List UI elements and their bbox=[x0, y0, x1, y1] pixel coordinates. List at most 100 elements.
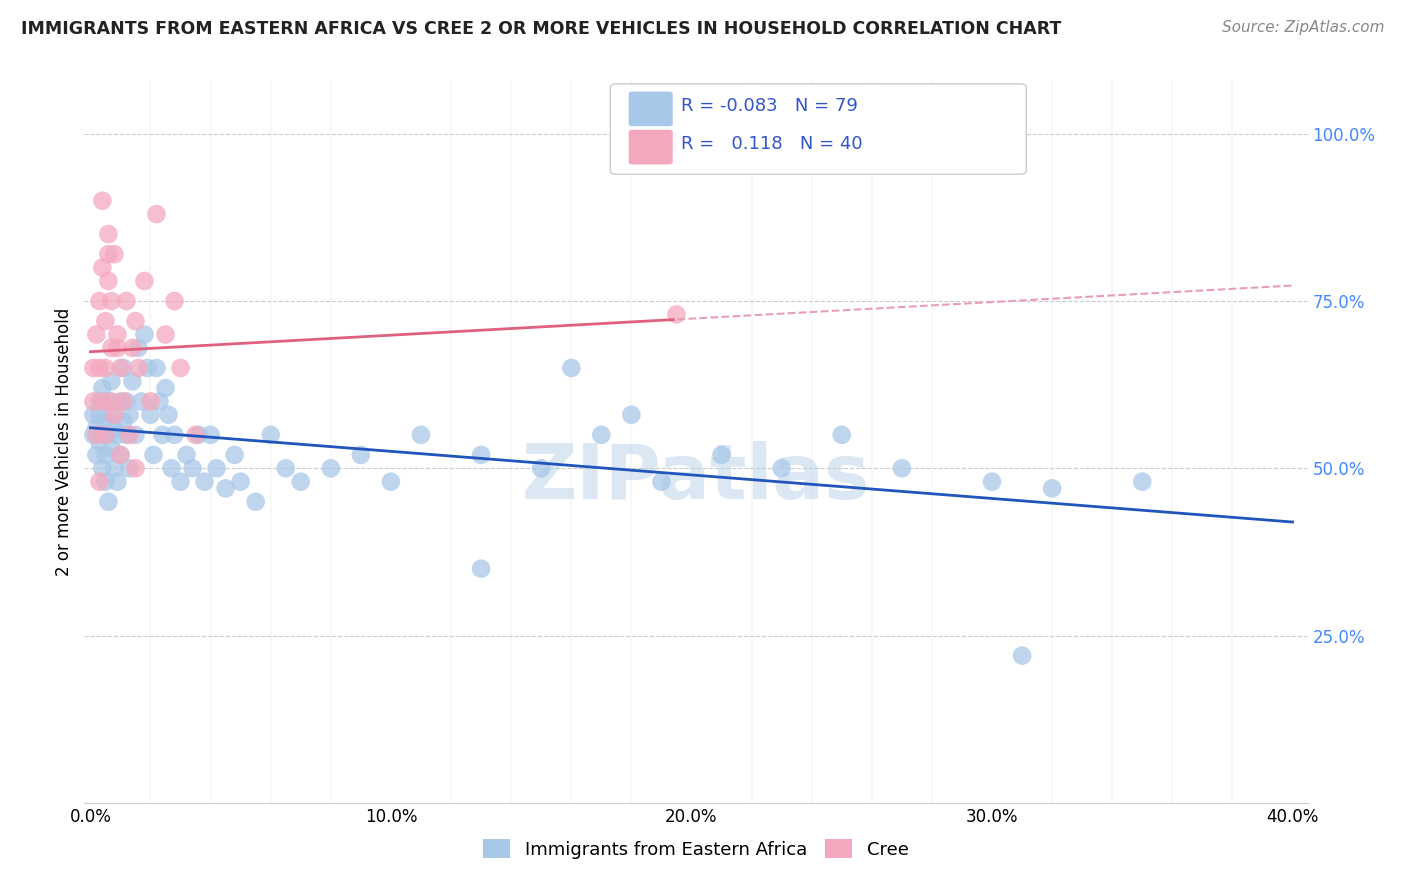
Point bbox=[650, 475, 672, 489]
Point bbox=[110, 394, 132, 409]
Point bbox=[89, 434, 111, 449]
FancyBboxPatch shape bbox=[610, 84, 1026, 174]
Point bbox=[91, 394, 114, 409]
Point bbox=[97, 494, 120, 508]
Point bbox=[89, 475, 111, 489]
Point bbox=[169, 475, 191, 489]
Point bbox=[409, 427, 432, 442]
Point bbox=[224, 448, 246, 462]
Point bbox=[142, 448, 165, 462]
Point bbox=[184, 427, 207, 442]
Point bbox=[86, 448, 108, 462]
Point bbox=[110, 361, 132, 376]
Point bbox=[380, 475, 402, 489]
Point bbox=[274, 461, 297, 475]
Point bbox=[152, 427, 174, 442]
Point bbox=[139, 408, 162, 422]
FancyBboxPatch shape bbox=[628, 92, 672, 127]
Point bbox=[91, 260, 114, 275]
Point bbox=[100, 375, 122, 389]
Legend: Immigrants from Eastern Africa, Cree: Immigrants from Eastern Africa, Cree bbox=[477, 832, 915, 866]
Point bbox=[118, 427, 141, 442]
Point bbox=[121, 341, 143, 355]
Point bbox=[89, 294, 111, 309]
Point bbox=[107, 341, 129, 355]
Point bbox=[89, 408, 111, 422]
Point bbox=[97, 274, 120, 288]
Point bbox=[107, 475, 129, 489]
Point bbox=[91, 194, 114, 208]
Point bbox=[591, 427, 613, 442]
Point bbox=[831, 427, 853, 442]
Point bbox=[134, 274, 156, 288]
Point bbox=[155, 381, 177, 395]
Point bbox=[94, 475, 117, 489]
Point bbox=[100, 341, 122, 355]
Point bbox=[124, 314, 146, 328]
Point bbox=[181, 461, 204, 475]
Point bbox=[86, 427, 108, 442]
Point bbox=[103, 461, 125, 475]
Point bbox=[107, 427, 129, 442]
Point bbox=[115, 394, 138, 409]
Point bbox=[94, 448, 117, 462]
Point bbox=[214, 482, 236, 496]
Point bbox=[91, 461, 114, 475]
Point bbox=[127, 361, 149, 376]
Point bbox=[530, 461, 553, 475]
Text: IMMIGRANTS FROM EASTERN AFRICA VS CREE 2 OR MORE VEHICLES IN HOUSEHOLD CORRELATI: IMMIGRANTS FROM EASTERN AFRICA VS CREE 2… bbox=[21, 20, 1062, 37]
Point bbox=[200, 427, 222, 442]
Point bbox=[131, 394, 153, 409]
Point bbox=[91, 427, 114, 442]
Point bbox=[86, 421, 108, 435]
Point bbox=[229, 475, 252, 489]
Point bbox=[118, 461, 141, 475]
Point bbox=[97, 394, 120, 409]
Point bbox=[163, 294, 186, 309]
Point bbox=[91, 381, 114, 395]
Point bbox=[620, 408, 643, 422]
Point bbox=[100, 408, 122, 422]
Point bbox=[145, 361, 167, 376]
Point bbox=[470, 448, 492, 462]
Point bbox=[194, 475, 217, 489]
Point bbox=[94, 427, 117, 442]
Text: ZIPatlas: ZIPatlas bbox=[522, 441, 870, 515]
Point bbox=[290, 475, 312, 489]
Point bbox=[245, 494, 267, 508]
Point bbox=[470, 562, 492, 576]
Point bbox=[100, 442, 122, 455]
Point bbox=[260, 427, 283, 442]
Point bbox=[319, 461, 342, 475]
Point bbox=[103, 421, 125, 435]
Point bbox=[118, 408, 141, 422]
Point bbox=[155, 327, 177, 342]
Point bbox=[103, 408, 125, 422]
Point bbox=[94, 414, 117, 429]
Point bbox=[112, 414, 135, 429]
Point bbox=[134, 327, 156, 342]
Y-axis label: 2 or more Vehicles in Household: 2 or more Vehicles in Household bbox=[55, 308, 73, 575]
Point bbox=[97, 247, 120, 261]
Point bbox=[112, 394, 135, 409]
Point bbox=[86, 327, 108, 342]
Point bbox=[136, 361, 159, 376]
Point bbox=[107, 327, 129, 342]
Point bbox=[112, 361, 135, 376]
Point bbox=[89, 394, 111, 409]
Point bbox=[82, 361, 104, 376]
Point bbox=[176, 448, 198, 462]
Point bbox=[1040, 482, 1063, 496]
Point bbox=[890, 461, 912, 475]
Point bbox=[100, 294, 122, 309]
Point bbox=[124, 461, 146, 475]
Point bbox=[110, 448, 132, 462]
Point bbox=[97, 427, 120, 442]
Point bbox=[981, 475, 1004, 489]
Point bbox=[160, 461, 183, 475]
Point bbox=[115, 427, 138, 442]
Point bbox=[350, 448, 373, 462]
Point bbox=[115, 294, 138, 309]
Point bbox=[82, 427, 104, 442]
Point bbox=[157, 408, 180, 422]
